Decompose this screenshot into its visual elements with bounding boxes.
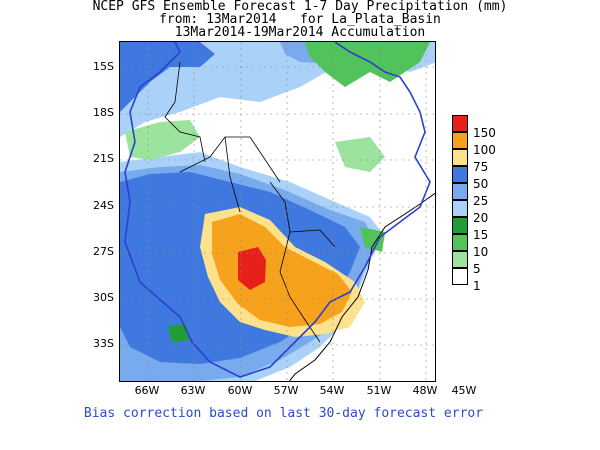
lat-label-33s: 33S — [93, 337, 114, 350]
legend-swatch-10 — [452, 234, 468, 251]
legend-label-75: 75 — [473, 160, 489, 174]
legend-swatch-20 — [452, 200, 468, 217]
precip-region-green-west — [125, 120, 200, 160]
legend-label-1: 1 — [473, 279, 481, 293]
lat-label-24s: 24S — [93, 199, 114, 212]
legend-swatch-25 — [452, 183, 468, 200]
basin-outline — [124, 42, 431, 378]
legend-swatch-150 — [452, 115, 468, 132]
lat-label-18s: 18S — [93, 106, 114, 119]
legend-swatch-50 — [452, 166, 468, 183]
legend-label-100: 100 — [473, 143, 496, 157]
lat-label-21s: 21S — [93, 152, 114, 165]
precip-region-green-small — [168, 324, 190, 342]
precip-region-green-coast — [360, 227, 385, 252]
bias-correction-note: Bias correction based on last 30-day for… — [83, 406, 484, 421]
legend-swatch-5 — [452, 251, 468, 268]
legend-label-15: 15 — [473, 228, 489, 242]
lon-label-54w: 54W — [319, 384, 345, 397]
precipitation-map — [119, 41, 436, 382]
coastline — [288, 192, 435, 381]
precip-region-50mm-north — [120, 42, 215, 112]
lon-label-66w: 66W — [134, 384, 160, 397]
legend-label-50: 50 — [473, 177, 489, 191]
country-borders — [164, 61, 336, 343]
map-canvas — [120, 42, 435, 381]
lat-lon-grid — [120, 42, 435, 381]
chart-title-line-3: 13Mar2014-19Mar2014 Accumulation — [174, 25, 426, 40]
chart-title-line-1: NCEP GFS Ensemble Forecast 1-7 Day Preci… — [92, 0, 508, 14]
legend-swatch-75 — [452, 149, 468, 166]
precip-region-green-east — [335, 137, 385, 172]
legend-label-25: 25 — [473, 194, 489, 208]
legend-swatch-15 — [452, 217, 468, 234]
legend-label-5: 5 — [473, 262, 481, 276]
lon-label-48w: 48W — [412, 384, 438, 397]
lat-label-27s: 27S — [93, 245, 114, 258]
legend-label-10: 10 — [473, 245, 489, 259]
lat-label-30s: 30S — [93, 291, 114, 304]
precip-region-150mm — [238, 247, 266, 290]
lon-label-57w: 57W — [273, 384, 299, 397]
lon-label-63w: 63W — [180, 384, 206, 397]
legend-swatch-1 — [452, 268, 468, 285]
chart-title-line-2: from: 13Mar2014 for La_Plata_Basin — [159, 12, 441, 27]
legend-label-150: 150 — [473, 126, 496, 140]
precip-region-green-north — [305, 42, 430, 87]
lat-label-15s: 15S — [93, 60, 114, 73]
lon-label-45w: 45W — [451, 384, 477, 397]
legend-swatch-100 — [452, 132, 468, 149]
legend-label-20: 20 — [473, 211, 489, 225]
lon-label-51w: 51W — [366, 384, 392, 397]
lon-label-60w: 60W — [227, 384, 253, 397]
